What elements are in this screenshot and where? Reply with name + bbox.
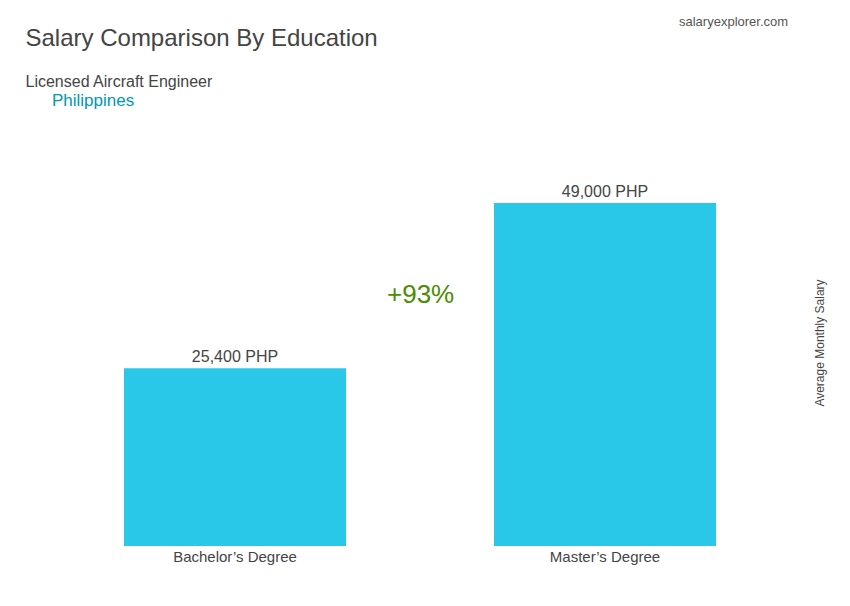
svg-text:Philippines: Philippines	[52, 91, 134, 110]
svg-text:Salary Comparison By Education: Salary Comparison By Education	[26, 24, 378, 51]
svg-text:Average Monthly Salary: Average Monthly Salary	[813, 279, 827, 406]
svg-text:Licensed Aircraft Engineer: Licensed Aircraft Engineer	[26, 73, 213, 90]
svg-text:+93%: +93%	[387, 279, 454, 309]
svg-text:Master’s Degree: Master’s Degree	[550, 548, 660, 565]
svg-text:salaryexplorer.com: salaryexplorer.com	[679, 14, 788, 29]
svg-text:Bachelor’s Degree: Bachelor’s Degree	[173, 548, 297, 565]
svg-text:25,400 PHP: 25,400 PHP	[192, 348, 278, 365]
svg-text:49,000 PHP: 49,000 PHP	[562, 183, 648, 200]
